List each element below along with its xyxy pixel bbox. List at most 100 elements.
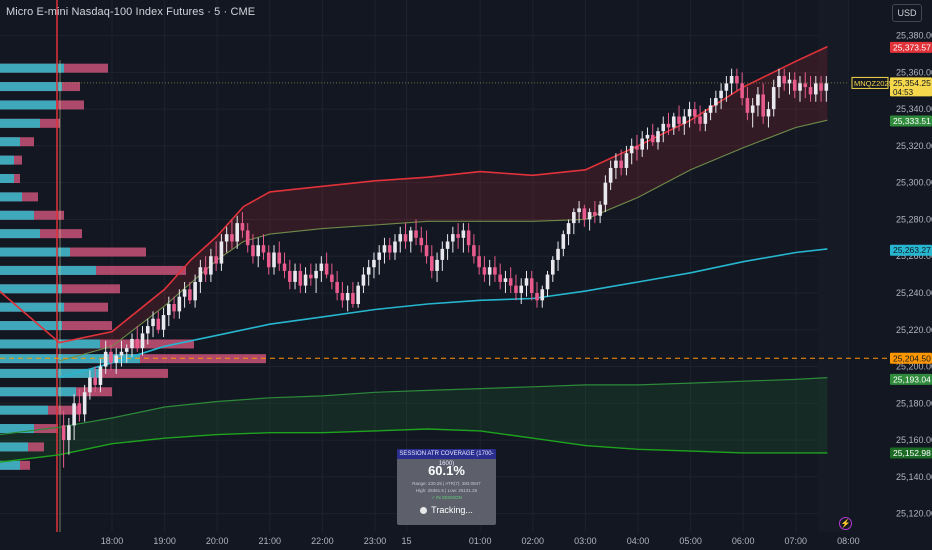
candle-body [151,318,155,327]
candle-body [361,274,366,286]
candle-body [67,425,71,441]
candle-body [561,234,566,249]
candle-body [714,98,718,106]
price-axis: 25,380.00 25,360.00 25,340.00 25,320.00 25,3… [896,31,932,519]
price-label-bg [890,447,932,459]
candle [482,256,487,282]
chart-title: Micro E-mini Nasdaq-100 Index Futures · … [6,6,256,18]
candle-body [324,263,329,275]
time-tick-label: 05:00 [679,536,702,546]
candle [224,226,229,253]
currency-button[interactable]: USD [892,4,922,22]
volume-profile-buy-bar [0,118,40,128]
candle [61,410,66,468]
candle-body [330,274,334,282]
candle-body [540,289,545,301]
price-label-bg [890,115,932,127]
candle-body [393,241,397,253]
time-tick-label: 23:00 [364,536,387,546]
candle-body [703,112,708,124]
candle [693,101,697,124]
candle [251,234,255,264]
candle-body [214,256,218,264]
candle-body [161,315,166,330]
candle [272,245,276,275]
tracking-dot-icon [420,506,428,514]
time-axis: 5:001418:0019:0020:0021:0022:0023:001501… [101,536,860,546]
candle [498,263,502,290]
candle-body [351,292,355,305]
candle-body [556,248,560,260]
candle [119,340,124,367]
candle [293,263,297,290]
candle-body [235,223,239,242]
candle [703,109,708,132]
candle-body [335,281,339,293]
time-tick-label: 06:00 [732,536,755,546]
candle [203,256,208,282]
volume-profile-buy-bar [0,460,20,470]
candle [487,259,492,286]
candle-body [666,123,671,128]
candle-body [224,234,229,242]
candle-body [251,245,255,257]
candle-body [119,351,124,356]
candle-body [482,267,487,275]
candle-body [524,278,529,286]
price-label: 25,193.04 [890,373,932,385]
candle [398,226,403,253]
candle-body [193,281,197,301]
candle [114,348,119,374]
candle [298,263,303,293]
candle [798,76,802,102]
price-label-text: 25,193.04 [893,374,931,384]
candle-body [272,252,276,268]
price-label-text: 25,204.50 [893,353,931,363]
price-label-text: 25,152.98 [893,448,931,458]
price-tick-label: 25,240.00 [896,288,932,298]
candle-body [503,278,508,282]
candles [61,68,829,468]
candle [77,388,82,422]
candle [408,226,413,253]
candle-body [782,76,787,84]
candle [245,223,250,253]
candle [98,359,103,393]
candle-body [671,116,676,128]
candle-body [345,292,350,301]
candle [303,267,308,293]
atr-tracking-row: Tracking... [397,505,496,515]
lower-band-fill [0,377,828,463]
candle-body [624,153,629,168]
candle-body [719,90,723,99]
candle-body [535,292,539,301]
volume-profile-sell-bar [0,229,82,239]
price-tick-label: 25,280.00 [896,214,932,224]
candle [377,245,382,275]
candle [529,270,534,301]
price-tick-label: 25,340.00 [896,104,932,114]
candle [635,134,639,161]
candle-body [130,338,134,349]
candle [287,259,292,290]
candle [561,230,566,257]
candle [493,256,497,282]
price-label-text: 25,354.25 [893,78,931,88]
candle [314,263,318,293]
candle-body [787,79,792,84]
candle-body [245,230,250,246]
candle [319,256,324,282]
candle-body [230,234,234,242]
candle [645,127,650,150]
candle [577,201,581,224]
candle [261,234,266,260]
price-tick-label: 25,180.00 [896,398,932,408]
candle [435,252,439,282]
candle-body [77,403,82,415]
time-tick-label: 02:00 [522,536,545,546]
lightning-icon[interactable]: ⚡ [839,517,852,530]
candle [172,296,176,319]
candle-body [656,131,660,143]
